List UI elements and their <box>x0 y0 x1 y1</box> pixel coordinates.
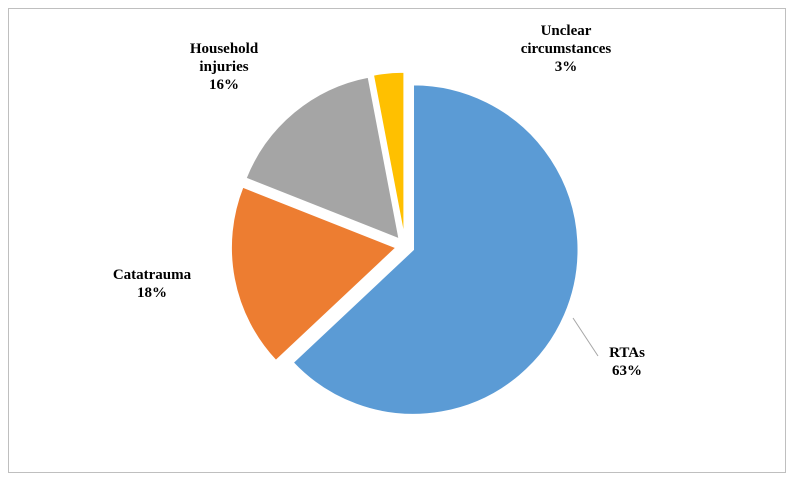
category-label: Catatrauma <box>112 267 192 283</box>
value-label: 18% <box>137 285 167 301</box>
slice-label: RTAs 63% <box>552 344 702 380</box>
value-label: 3% <box>554 59 578 75</box>
slice-label: Catatrauma 18% <box>77 266 227 302</box>
leader-line <box>572 317 599 357</box>
value-label: 63% <box>612 363 642 379</box>
pie-slice <box>372 71 405 238</box>
category-label: Household injuries <box>189 41 259 75</box>
pie-slice <box>230 185 398 362</box>
chart-frame <box>8 8 786 473</box>
pie-slice <box>244 76 401 241</box>
category-label: Unclear circumstances <box>520 23 612 57</box>
value-label: 16% <box>209 77 239 93</box>
slice-label: Household injuries 16% <box>149 40 299 94</box>
pie-slice <box>291 83 579 416</box>
slice-label: Unclear circumstances 3% <box>491 22 641 76</box>
category-label: RTAs <box>609 345 645 361</box>
